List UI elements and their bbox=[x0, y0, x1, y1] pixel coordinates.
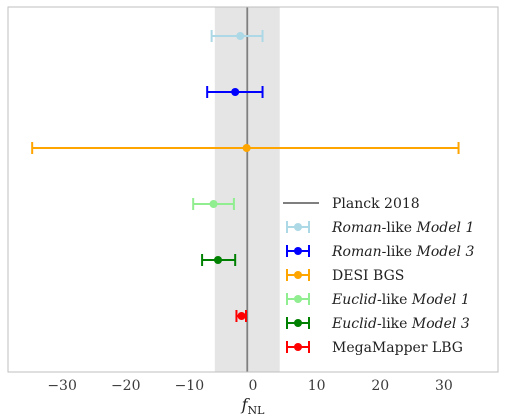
legend-label: MegaMapper LBG bbox=[332, 340, 463, 356]
legend-label-model: Model 3 bbox=[411, 316, 470, 332]
errorbar-point bbox=[242, 144, 251, 152]
legend-label-planck: Planck 2018 bbox=[332, 196, 420, 212]
errorbar-point bbox=[209, 200, 218, 208]
x-axis-title: fNL bbox=[241, 395, 266, 417]
x-axis-title-main: f bbox=[241, 395, 251, 414]
legend-swatch-point bbox=[294, 343, 302, 351]
legend-label-model: Model 1 bbox=[411, 292, 470, 308]
x-tick-label: 20 bbox=[371, 378, 389, 394]
legend-label-model: Model 1 bbox=[416, 220, 475, 236]
x-tick-label: 10 bbox=[308, 378, 326, 394]
legend-label-like: -like bbox=[382, 244, 417, 260]
plot-area bbox=[7, 6, 499, 373]
legend-label-model: Model 3 bbox=[416, 244, 475, 260]
errorbar-point bbox=[237, 312, 246, 320]
legend-label-survey: Roman bbox=[331, 220, 382, 236]
errorbar-series-3 bbox=[31, 142, 460, 154]
x-axis-title-subscript: NL bbox=[247, 404, 265, 417]
legend-entry-3: DESI BGS bbox=[286, 268, 404, 284]
legend-swatch-point bbox=[294, 271, 302, 279]
legend-swatch-point bbox=[294, 247, 302, 255]
errorbar-series-1 bbox=[210, 30, 264, 42]
legend-label: DESI BGS bbox=[332, 268, 404, 284]
legend-label-survey: Euclid bbox=[331, 316, 377, 332]
legend-entry-6: MegaMapper LBG bbox=[286, 340, 463, 356]
legend-label-like: -like bbox=[377, 292, 412, 308]
legend-label-like: -like bbox=[377, 316, 412, 332]
legend-label-survey: Roman bbox=[331, 244, 382, 260]
x-tick-labels: −30 −20 −10 0 10 20 30 bbox=[47, 378, 453, 394]
errorbar-point bbox=[231, 88, 240, 96]
legend-label-like: -like bbox=[382, 220, 417, 236]
errorbar-series-5 bbox=[201, 254, 237, 266]
axes-frame bbox=[7, 6, 499, 373]
legend-swatch-point bbox=[294, 319, 302, 327]
legend-label-survey: Euclid bbox=[331, 292, 377, 308]
legend-entry-1: Roman-like Model 1 bbox=[286, 220, 474, 236]
legend-swatch-point bbox=[294, 223, 302, 231]
legend-label: Euclid-like Model 3 bbox=[331, 316, 470, 332]
series-layer bbox=[31, 30, 460, 322]
legend-entry-2: Roman-like Model 3 bbox=[286, 244, 474, 260]
legend-swatch-point bbox=[294, 295, 302, 303]
x-tick-label: −10 bbox=[175, 378, 205, 394]
x-tick-label: −20 bbox=[111, 378, 141, 394]
legend-label: Roman-like Model 1 bbox=[331, 220, 474, 236]
errorbar-point bbox=[214, 256, 222, 264]
errorbar-point bbox=[236, 32, 245, 40]
legend-label: Roman-like Model 3 bbox=[331, 244, 474, 260]
x-tick-label: 0 bbox=[249, 378, 258, 394]
errorbar-series-6 bbox=[235, 310, 247, 322]
x-tick-label: −30 bbox=[47, 378, 77, 394]
x-tick-label: 30 bbox=[435, 378, 453, 394]
legend-label: Euclid-like Model 1 bbox=[331, 292, 470, 308]
legend-entry-5: Euclid-like Model 3 bbox=[286, 316, 470, 332]
legend-entry-4: Euclid-like Model 1 bbox=[286, 292, 470, 308]
errorbar-series-2 bbox=[206, 86, 264, 98]
errorbar-series-4 bbox=[192, 198, 235, 210]
